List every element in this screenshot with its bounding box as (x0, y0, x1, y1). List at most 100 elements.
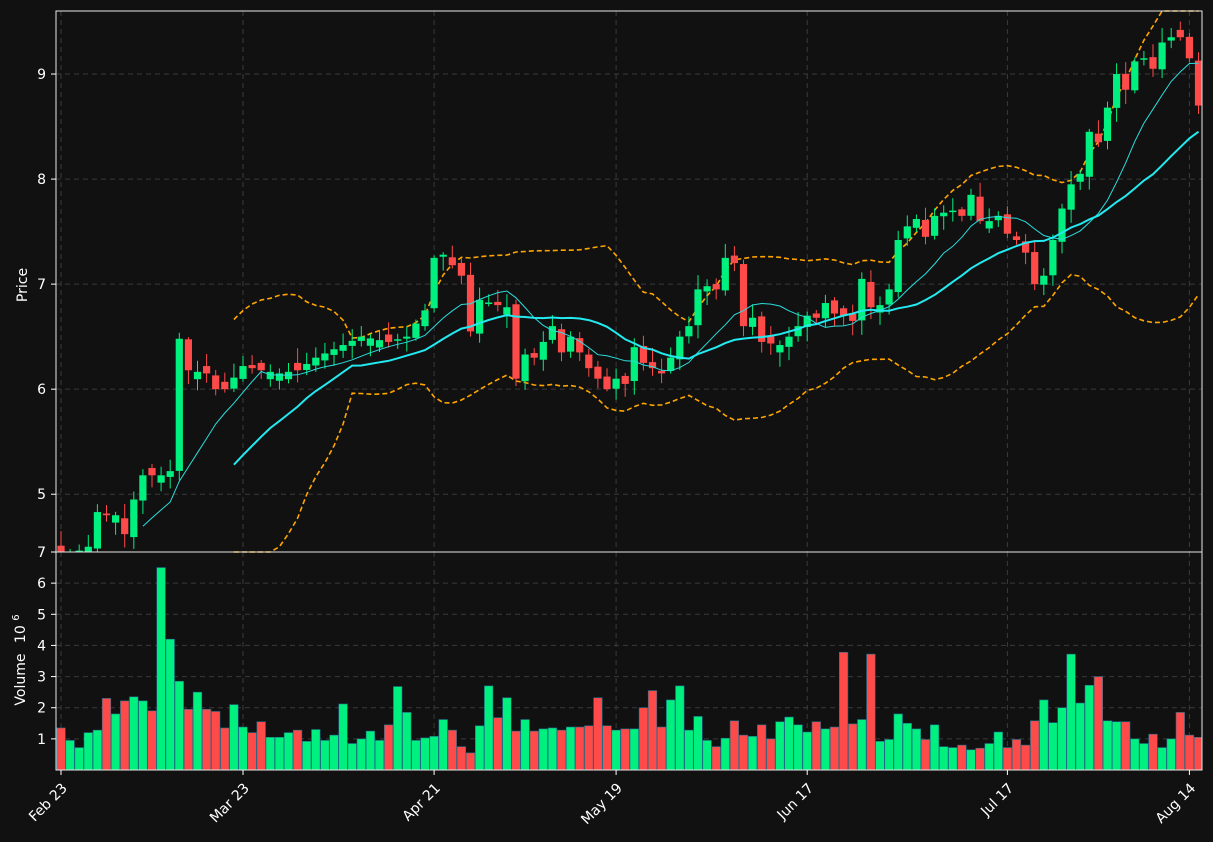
volume-bar (1084, 684, 1094, 771)
volume-bar (220, 727, 230, 771)
volume-bar (456, 746, 467, 771)
volume-bar (647, 690, 658, 771)
volume-bar (884, 739, 894, 771)
volume-bar (693, 716, 703, 771)
volume-bars (56, 567, 1203, 771)
volume-bar (365, 730, 376, 771)
candle-body (821, 303, 829, 319)
candle-body (330, 349, 338, 355)
volume-bar (538, 728, 548, 771)
candle-body (1022, 241, 1030, 253)
candle-body (703, 286, 711, 292)
price-y-ticks: 5 6 7 8 9 (37, 67, 56, 503)
candle-body (785, 336, 793, 347)
volume-bar (984, 743, 994, 771)
volume-bar (975, 747, 985, 771)
candle-body (394, 339, 402, 341)
volume-tick-label: 3 (37, 670, 46, 686)
candle-body (157, 475, 165, 483)
volume-bar (338, 703, 348, 771)
volume-bar (329, 734, 339, 771)
candle-body (1067, 184, 1075, 210)
volume-bar (638, 707, 648, 771)
volume-bar (292, 729, 303, 771)
volume-bar (374, 740, 385, 771)
candle-body (1058, 208, 1066, 242)
candle-body (1158, 42, 1166, 70)
candle-body (439, 254, 447, 257)
volume-bar (529, 730, 539, 771)
volume-bar (720, 737, 730, 771)
volume-bar (893, 713, 903, 771)
volume-bar (1139, 743, 1149, 771)
candle-body (840, 308, 848, 316)
volume-bar (438, 719, 448, 771)
candle-body (366, 338, 374, 346)
candle-body (266, 371, 274, 380)
volume-bar (1011, 739, 1022, 771)
candle-body (576, 338, 584, 353)
candle-body (1113, 74, 1121, 108)
volume-bar (838, 651, 849, 771)
candle-body (1085, 131, 1093, 177)
volume-bar (784, 716, 794, 771)
candle-body (521, 354, 529, 382)
volume-bar (238, 726, 248, 771)
bollinger-bands (233, 10, 1200, 553)
candle-body (767, 336, 775, 344)
candle-body (203, 366, 211, 374)
short-ma-line (142, 62, 1199, 527)
upper-band-line (233, 10, 1199, 339)
volume-bar (575, 726, 585, 771)
volume-axis-label: Volume 10 6 (11, 614, 29, 705)
volume-bar (775, 721, 785, 771)
price-tick-label: 8 (37, 172, 46, 188)
candle-body (630, 347, 638, 381)
volume-bar (1193, 736, 1203, 771)
volume-bar (320, 740, 330, 771)
volume-tick-label: 5 (37, 607, 46, 623)
candle-body (758, 316, 766, 342)
volume-bar (629, 728, 639, 771)
volume-bar (1093, 676, 1103, 771)
candle-body (339, 345, 347, 351)
candle-body (485, 302, 493, 305)
volume-bar (729, 720, 739, 771)
volume-panel: 1 2 3 4 5 6 7 Volume 10 6 (11, 545, 1203, 771)
candle-body (912, 218, 920, 228)
volume-bar (1130, 738, 1140, 771)
price-tick-label: 9 (37, 67, 46, 83)
volume-bar (111, 713, 121, 771)
candle-body (248, 365, 256, 369)
price-tick-label: 5 (37, 487, 46, 503)
candle-body (1103, 107, 1112, 141)
candle-body (867, 281, 875, 308)
volume-bar (757, 724, 767, 771)
candle-body (739, 264, 748, 327)
candle-body (1185, 36, 1193, 59)
volume-bar (502, 697, 512, 771)
candle-body (257, 362, 265, 371)
volume-bar (156, 567, 166, 771)
volume-bar (393, 686, 403, 771)
candle-body (949, 210, 957, 213)
volume-bar (747, 736, 758, 771)
candle-body (239, 366, 247, 379)
candle-body (139, 475, 147, 501)
volume-bar (602, 725, 612, 771)
volume-bar (611, 729, 621, 771)
volume-bar (929, 724, 940, 771)
volume-bar (101, 698, 112, 771)
price-axis-label: Price (15, 268, 31, 302)
volume-bar (902, 722, 912, 771)
volume-label-text: Volume (13, 654, 29, 706)
volume-bar (1157, 747, 1167, 771)
volume-bar (83, 732, 93, 771)
volume-bar (656, 726, 667, 771)
volume-bar (766, 738, 776, 771)
candle-body (412, 323, 420, 338)
volume-bar (875, 741, 885, 771)
volume-label-base: 10 (13, 625, 29, 643)
candle-body (102, 513, 111, 516)
